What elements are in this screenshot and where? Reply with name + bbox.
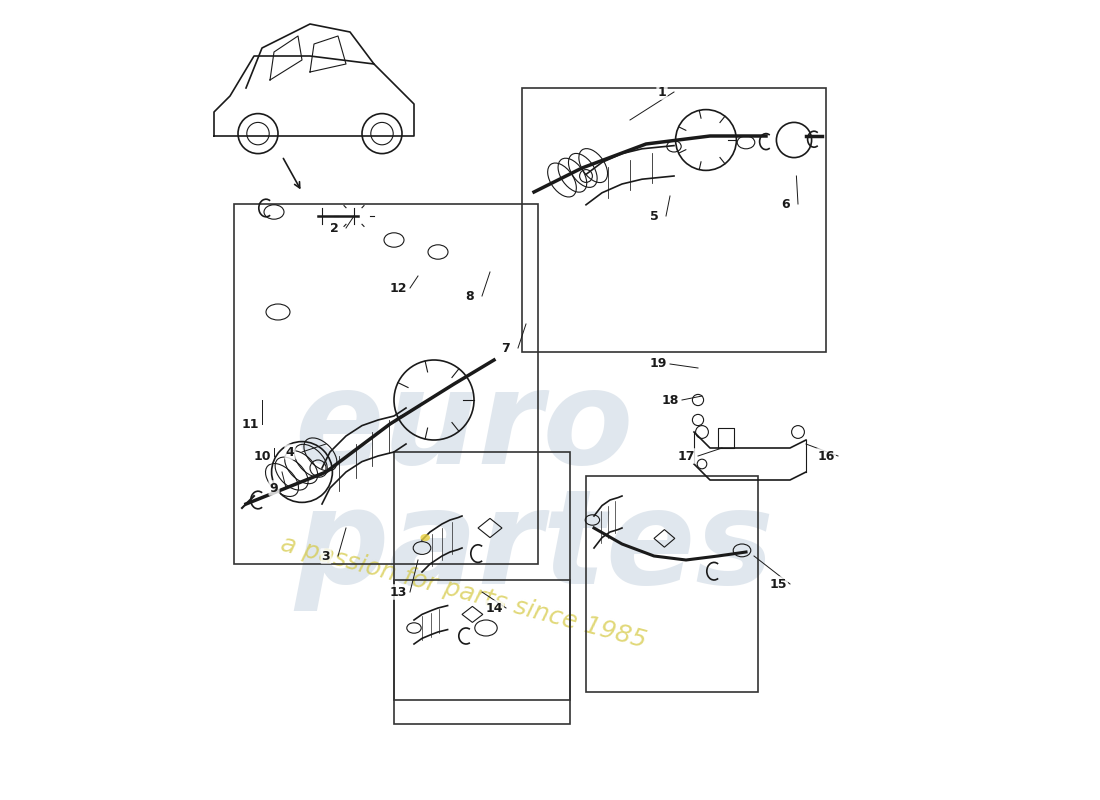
Text: 9: 9	[270, 482, 278, 494]
Text: 15: 15	[769, 578, 786, 590]
Bar	[394, 580, 570, 724]
Bar	[234, 204, 538, 564]
Text: 6: 6	[782, 198, 790, 210]
Text: 12: 12	[389, 282, 407, 294]
Text: a passion for parts since 1985: a passion for parts since 1985	[278, 532, 649, 653]
Ellipse shape	[420, 534, 430, 541]
Text: 19: 19	[649, 358, 667, 370]
Text: 16: 16	[817, 450, 835, 462]
Text: 18: 18	[661, 394, 679, 406]
Bar	[522, 88, 826, 352]
Text: 14: 14	[485, 602, 503, 614]
Text: 8: 8	[465, 290, 474, 302]
Text: 3: 3	[321, 550, 330, 562]
Text: partes: partes	[294, 484, 774, 611]
Text: 2: 2	[330, 222, 339, 234]
Text: 17: 17	[678, 450, 695, 462]
Text: 4: 4	[286, 446, 295, 458]
Bar	[586, 476, 758, 692]
Text: 1: 1	[658, 86, 667, 98]
Bar	[394, 452, 570, 700]
Text: 7: 7	[502, 342, 510, 354]
Text: euro: euro	[294, 364, 634, 491]
Text: 11: 11	[241, 418, 258, 430]
Text: 13: 13	[389, 586, 407, 598]
Text: 5: 5	[650, 210, 659, 222]
Text: 10: 10	[253, 450, 271, 462]
